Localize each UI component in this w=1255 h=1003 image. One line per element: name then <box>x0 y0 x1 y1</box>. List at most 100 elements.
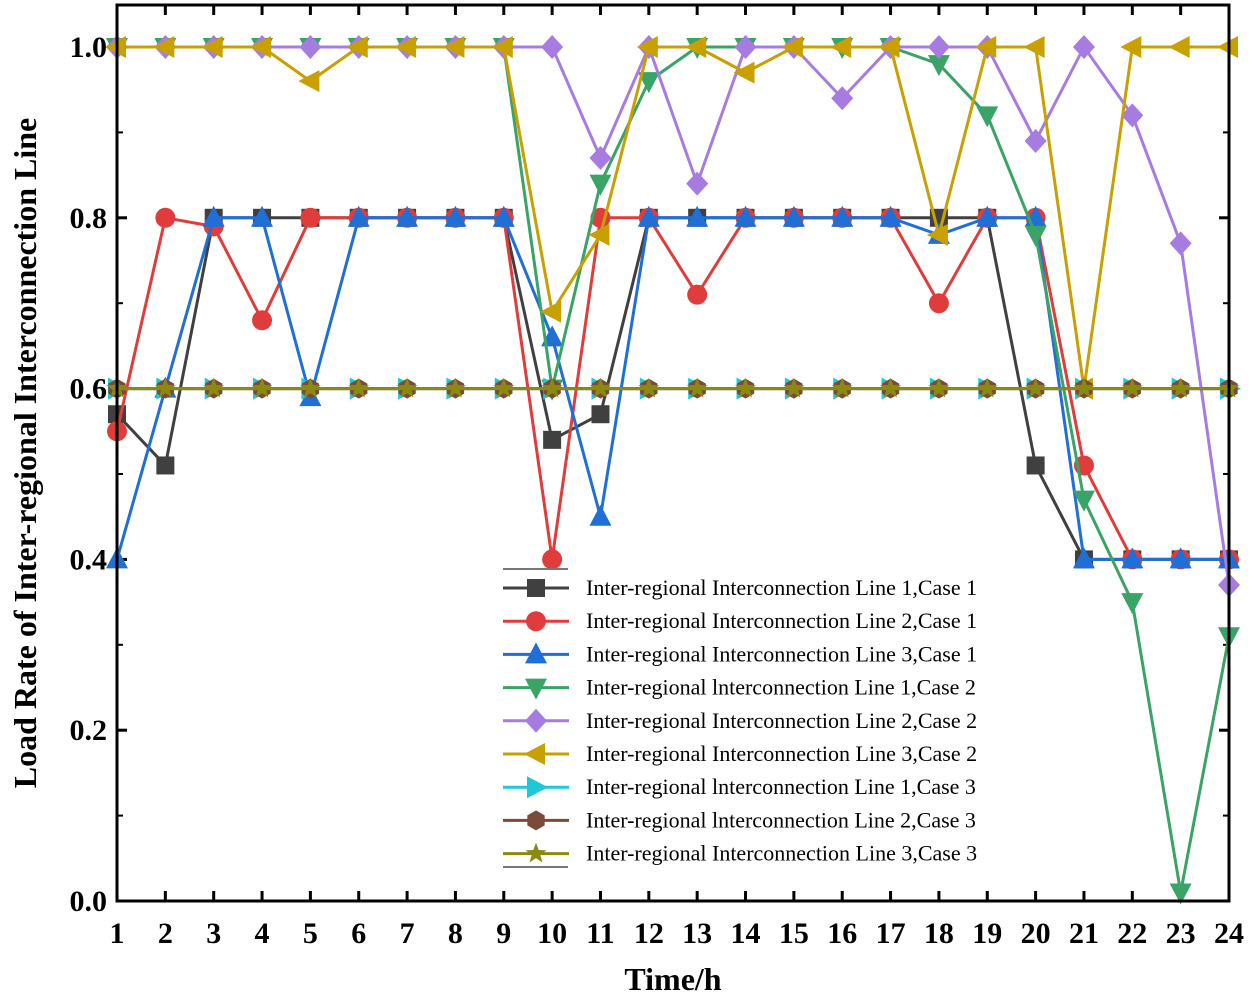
data-point <box>298 70 320 93</box>
data-point <box>928 293 949 314</box>
data-point <box>686 205 709 227</box>
data-point <box>1073 377 1095 398</box>
data-point <box>1072 547 1095 569</box>
x-tick-label: 19 <box>972 917 1002 950</box>
legend-marker <box>525 708 547 733</box>
y-tick-label: 0.2 <box>70 714 108 747</box>
data-point <box>493 377 515 398</box>
x-tick-label: 17 <box>876 917 906 950</box>
data-point <box>1121 593 1144 615</box>
data-point <box>591 405 610 424</box>
data-point <box>1169 547 1192 569</box>
data-point <box>637 205 660 227</box>
series-5 <box>106 35 1240 598</box>
legend-marker <box>526 611 546 632</box>
data-point <box>153 36 175 58</box>
data-point <box>1169 883 1192 905</box>
x-tick-label: 10 <box>537 917 567 950</box>
data-point <box>783 377 805 398</box>
data-point <box>687 284 708 305</box>
data-point <box>830 36 852 58</box>
x-tick-label: 8 <box>448 917 463 950</box>
data-point <box>926 223 948 246</box>
data-point <box>831 377 853 398</box>
data-point <box>1072 35 1095 59</box>
series-line <box>115 216 1229 561</box>
data-point <box>880 377 902 398</box>
plot-frame <box>115 3 1231 903</box>
data-point <box>686 171 709 196</box>
data-point <box>348 377 370 398</box>
data-point <box>782 205 805 227</box>
data-point <box>735 377 756 398</box>
data-point <box>589 504 612 526</box>
data-point <box>1121 547 1144 569</box>
data-point <box>443 36 465 58</box>
data-point <box>734 205 757 227</box>
x-tick-label: 9 <box>496 917 511 950</box>
x-tick-label: 24 <box>1214 917 1244 950</box>
data-point <box>1120 36 1142 58</box>
data-point <box>1023 36 1045 58</box>
data-point <box>1024 128 1047 153</box>
data-point <box>396 377 418 398</box>
data-point <box>492 205 515 227</box>
data-point <box>976 205 999 227</box>
data-point <box>734 35 757 59</box>
legend-label: Inter-regional Interconnection Line 1,Ca… <box>586 575 977 600</box>
x-tick-label: 7 <box>400 917 415 950</box>
data-point <box>346 36 368 58</box>
data-point <box>541 35 564 59</box>
legend-label: Inter-regional Interconnection Line 3,Ca… <box>586 841 977 866</box>
data-point <box>685 36 707 58</box>
data-point <box>1168 36 1190 58</box>
legend-item: Inter-regional lnterconnection Line 2,Ca… <box>503 807 976 832</box>
data-point <box>831 86 854 111</box>
data-point <box>201 36 223 58</box>
legend-label: Inter-regional Interconnection Line 3,Ca… <box>586 741 977 766</box>
data-point <box>347 205 370 227</box>
data-point <box>733 61 755 84</box>
legend-label: Inter-regional Interconnection Line 2,Ca… <box>586 708 977 733</box>
legend-label: Inter-regional Interconnection Line 3,Ca… <box>586 641 977 666</box>
y-tick-label: 0.8 <box>70 202 108 235</box>
data-point <box>540 300 562 323</box>
y-tick-label: 1.0 <box>70 31 108 64</box>
legend-bottom-rule <box>503 866 568 868</box>
data-point <box>251 377 273 398</box>
legend-marker <box>527 579 545 597</box>
data-point <box>590 377 611 398</box>
data-point <box>927 35 950 59</box>
data-point <box>542 549 563 570</box>
data-point <box>543 430 562 449</box>
legend-label: Inter-regional Interconnection Line 2,Ca… <box>586 608 977 633</box>
data-point <box>831 205 854 227</box>
x-tick-label: 3 <box>206 917 221 950</box>
data-point <box>1170 377 1192 398</box>
series-group <box>105 35 1241 905</box>
x-tick-label: 14 <box>731 917 761 950</box>
data-point <box>781 36 803 58</box>
legend-label: Inter-regional lnterconnection Line 1,Ca… <box>586 675 976 700</box>
legend-label: Inter-regional lnterconnection Line 1,Ca… <box>586 774 976 799</box>
y-tick-label: 0.6 <box>70 373 108 406</box>
x-tick-label: 13 <box>682 917 712 950</box>
x-tick-label: 22 <box>1117 917 1147 950</box>
legend-item: Inter-regional Interconnection Line 2,Ca… <box>503 708 977 733</box>
x-tick-label: 4 <box>255 917 270 950</box>
legend-marker <box>527 810 545 831</box>
legend-label: Inter-regional lnterconnection Line 2,Ca… <box>586 807 976 832</box>
legend-marker <box>525 842 547 863</box>
data-point <box>1024 225 1047 247</box>
legend-marker <box>524 743 545 765</box>
data-point <box>879 205 902 227</box>
x-tick-label: 16 <box>827 917 857 950</box>
data-point <box>250 36 272 58</box>
legend-item: Inter-regional Interconnection Line 2,Ca… <box>503 608 977 633</box>
data-point <box>252 310 273 331</box>
data-point <box>637 72 660 94</box>
data-point <box>444 377 466 398</box>
data-point <box>396 205 419 227</box>
x-axis-title: Time/h <box>624 961 721 997</box>
